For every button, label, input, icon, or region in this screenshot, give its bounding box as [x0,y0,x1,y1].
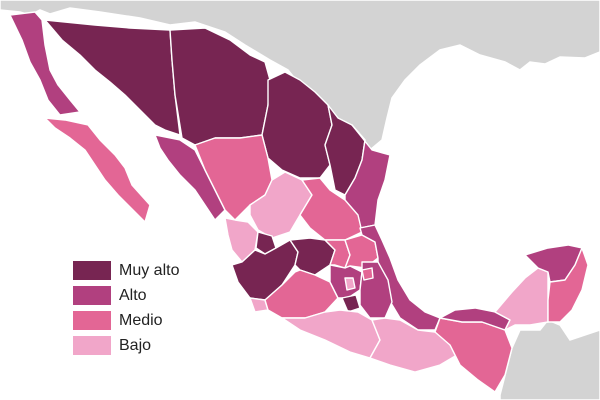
region-morelos [341,294,361,313]
region-baja-california-sur [44,117,151,223]
legend-label: Muy alto [119,261,180,279]
legend-label: Medio [119,311,163,329]
legend-label: Bajo [119,336,152,354]
region-ciudad-de-mexico [344,277,356,291]
map-legend: Muy alto Alto Medio Bajo [73,258,179,358]
legend-item-alto: Alto [73,283,179,308]
region-sonora [44,19,181,136]
legend-swatch [73,336,111,355]
legend-swatch [73,286,111,305]
region-quintana-roo [547,247,589,323]
region-tlaxcala [361,267,374,281]
legend-item-bajo: Bajo [73,333,179,358]
region-sinaloa [154,134,226,221]
legend-swatch [73,261,111,280]
legend-label: Alto [119,286,147,304]
region-san-luis-potosi [299,177,363,241]
legend-swatch [73,311,111,330]
central-america-landmass [499,319,600,400]
region-baja-california [9,11,81,116]
region-guanajuato [289,237,336,276]
region-zacatecas [249,171,313,239]
legend-item-muy-alto: Muy alto [73,258,179,283]
legend-item-medio: Medio [73,308,179,333]
